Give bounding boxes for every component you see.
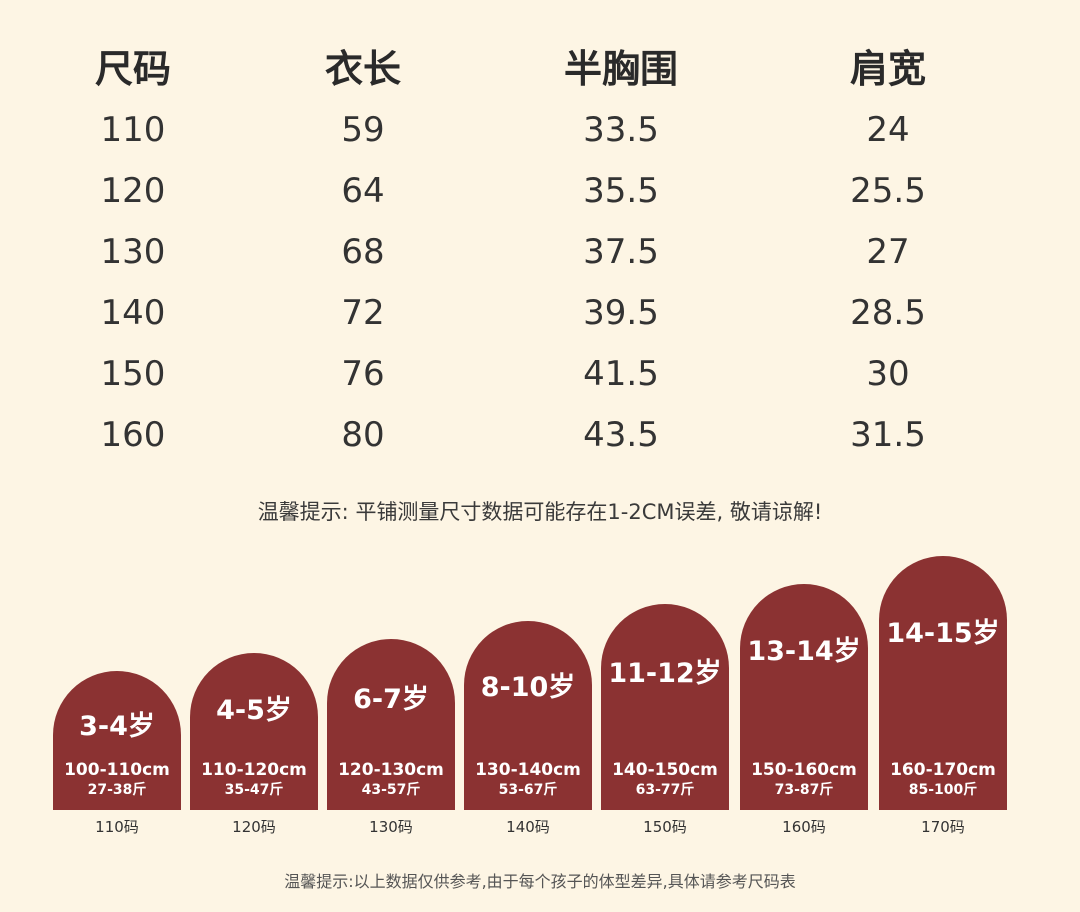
card-age: 3-4岁: [79, 711, 155, 742]
table-row: 140 72 39.5 28.5: [0, 281, 1080, 342]
size-card-170: 14-15岁 160-170cm 85-100斤: [879, 556, 1007, 810]
card-height-range: 110-120cm: [201, 760, 307, 780]
card-age: 13-14岁: [747, 636, 861, 667]
cell-half-chest: 39.5: [583, 293, 659, 333]
cell-shoulder: 27: [866, 232, 910, 272]
cell-half-chest: 43.5: [583, 415, 659, 455]
size-chart-table: 尺码 衣长 半胸围 肩宽 110 59 33.5 24 120 64 35.5 …: [0, 30, 1080, 464]
card-height-range: 140-150cm: [612, 760, 718, 780]
table-row: 150 76 41.5 30: [0, 342, 1080, 403]
cell-size: 140: [100, 293, 166, 333]
cell-size: 150: [100, 354, 166, 394]
table-row: 160 80 43.5 31.5: [0, 403, 1080, 464]
reference-note: 温馨提示:以上数据仅供参考,由于每个孩子的体型差异,具体请参考尺码表: [284, 872, 796, 891]
header-shoulder: 肩宽: [849, 47, 927, 91]
card-height-range: 160-170cm: [890, 760, 996, 780]
cell-half-chest: 41.5: [583, 354, 659, 394]
cell-size: 110: [100, 110, 166, 150]
header-length: 衣长: [324, 47, 402, 91]
card-size-label: 170码: [921, 818, 965, 836]
cell-shoulder: 24: [866, 110, 910, 150]
card-height-range: 150-160cm: [751, 760, 857, 780]
cell-length: 59: [341, 110, 385, 150]
cell-shoulder: 30: [866, 354, 910, 394]
size-card-150: 11-12岁 140-150cm 63-77斤: [601, 604, 729, 810]
card-size-label: 120码: [232, 818, 276, 836]
card-weight-range: 35-47斤: [224, 782, 284, 798]
header-size: 尺码: [94, 47, 172, 91]
cell-shoulder: 25.5: [850, 171, 926, 211]
cell-length: 64: [341, 171, 385, 211]
card-weight-range: 85-100斤: [908, 782, 978, 798]
size-card-140: 8-10岁 130-140cm 53-67斤: [464, 621, 592, 810]
card-height-range: 120-130cm: [338, 760, 444, 780]
card-height-range: 100-110cm: [64, 760, 170, 780]
size-card-110: 3-4岁 100-110cm 27-38斤: [53, 671, 181, 810]
table-row: 130 68 37.5 27: [0, 220, 1080, 281]
card-weight-range: 27-38斤: [87, 782, 147, 798]
measurement-error-note: 温馨提示: 平铺测量尺寸数据可能存在1-2CM误差, 敬请谅解!: [257, 500, 823, 524]
cell-shoulder: 28.5: [850, 293, 926, 333]
cell-half-chest: 35.5: [583, 171, 659, 211]
card-age: 11-12岁: [608, 658, 722, 689]
card-age: 4-5岁: [216, 695, 292, 726]
card-weight-range: 43-57斤: [361, 782, 421, 798]
size-card-160: 13-14岁 150-160cm 73-87斤: [740, 584, 868, 810]
card-size-label: 110码: [95, 818, 139, 836]
card-age: 14-15岁: [886, 618, 1000, 649]
table-header-row: 尺码 衣长 半胸围 肩宽: [0, 30, 1080, 98]
card-size-label: 140码: [506, 818, 550, 836]
header-half-chest: 半胸围: [563, 47, 679, 91]
card-age: 8-10岁: [480, 672, 576, 703]
cell-size: 120: [100, 171, 166, 211]
table-row: 120 64 35.5 25.5: [0, 159, 1080, 220]
cell-shoulder: 31.5: [850, 415, 926, 455]
card-weight-range: 73-87斤: [774, 782, 834, 798]
card-size-label: 160码: [782, 818, 826, 836]
card-weight-range: 53-67斤: [498, 782, 558, 798]
cell-length: 68: [341, 232, 385, 272]
card-weight-range: 63-77斤: [635, 782, 695, 798]
cell-length: 80: [341, 415, 385, 455]
cell-length: 76: [341, 354, 385, 394]
cell-length: 72: [341, 293, 385, 333]
size-card-130: 6-7岁 120-130cm 43-57斤: [327, 639, 455, 810]
cell-size: 160: [100, 415, 166, 455]
cell-half-chest: 37.5: [583, 232, 659, 272]
cell-half-chest: 33.5: [583, 110, 659, 150]
cell-size: 130: [100, 232, 166, 272]
card-size-label: 150码: [643, 818, 687, 836]
card-age: 6-7岁: [353, 684, 429, 715]
card-size-label: 130码: [369, 818, 413, 836]
size-card-120: 4-5岁 110-120cm 35-47斤: [190, 653, 318, 810]
card-height-range: 130-140cm: [475, 760, 581, 780]
table-row: 110 59 33.5 24: [0, 98, 1080, 159]
